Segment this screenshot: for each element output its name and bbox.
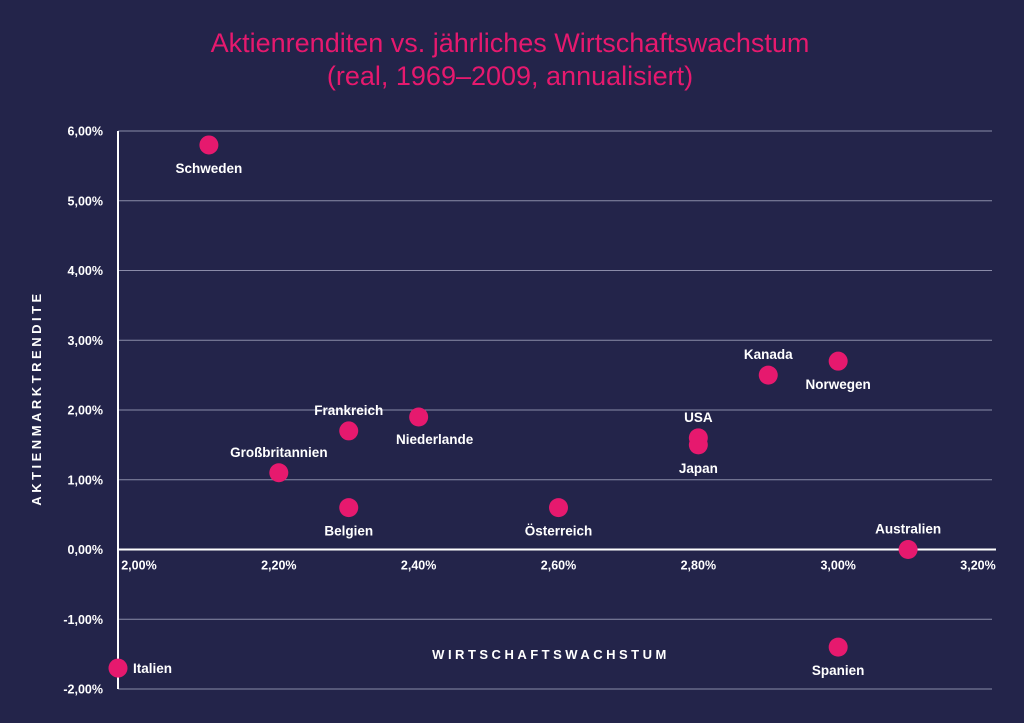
data-label: Schweden [176, 161, 243, 176]
y-tick-label: 4,00% [68, 264, 103, 278]
y-tick-label: 3,00% [68, 334, 103, 348]
x-tick-label: 3,00% [820, 559, 855, 573]
data-point [898, 540, 918, 559]
x-axis-title: WIRTSCHAFTSWACHSTUM [432, 647, 670, 662]
y-tick-label: 6,00% [68, 125, 103, 139]
data-point [548, 498, 568, 518]
data-label: Großbritannien [230, 445, 328, 460]
data-label: Norwegen [806, 377, 871, 392]
tick-labels: -2,00% -1,00% 0,00% 1,00% 2,00% 3,00% 4,00% 5,0… [63, 125, 995, 697]
y-tick-label: -2,00% [63, 683, 103, 697]
x-tick-label: 3,20% [960, 559, 995, 573]
y-tick-label: 2,00% [68, 404, 103, 418]
data-point [339, 421, 359, 441]
data-label: Belgien [324, 524, 373, 539]
data-point [409, 407, 429, 427]
data-point [758, 365, 778, 385]
y-tick-label: 1,00% [68, 473, 103, 487]
data-label: Japan [679, 461, 718, 476]
chart-title: Aktienrenditen vs. jährliches Wirtschaft… [211, 28, 810, 58]
data-point [828, 351, 848, 371]
data-label: USA [684, 410, 713, 425]
x-tick-label: 2,60% [541, 559, 576, 573]
data-points [108, 135, 918, 678]
data-point [339, 498, 359, 518]
data-label: Frankreich [314, 403, 383, 418]
grid-lines [118, 130, 992, 690]
point-labels: Schweden Italien Großbritannien Frankreich B… [133, 161, 941, 678]
data-label: Italien [133, 661, 172, 676]
data-label: Niederlande [396, 432, 474, 447]
data-point [269, 463, 289, 483]
x-tick-label: 2,20% [261, 559, 296, 573]
data-label: Spanien [812, 663, 865, 678]
y-tick-label: 5,00% [68, 194, 103, 208]
data-label: Kanada [744, 347, 793, 362]
data-point [828, 637, 848, 657]
y-axis-title: AKTIENMARKTRENDITE [29, 290, 44, 505]
data-label: Australien [875, 522, 941, 537]
data-label: Österreich [525, 524, 593, 539]
x-tick-label: 2,40% [401, 559, 436, 573]
axes [117, 131, 996, 689]
y-tick-label: 0,00% [68, 543, 103, 557]
x-tick-label: 2,00% [121, 559, 156, 573]
data-point [199, 135, 219, 155]
data-point [688, 435, 708, 455]
x-tick-label: 2,80% [681, 559, 716, 573]
y-tick-label: -1,00% [63, 613, 103, 627]
data-point [108, 658, 128, 678]
chart-subtitle: (real, 1969–2009, annualisiert) [327, 61, 693, 91]
